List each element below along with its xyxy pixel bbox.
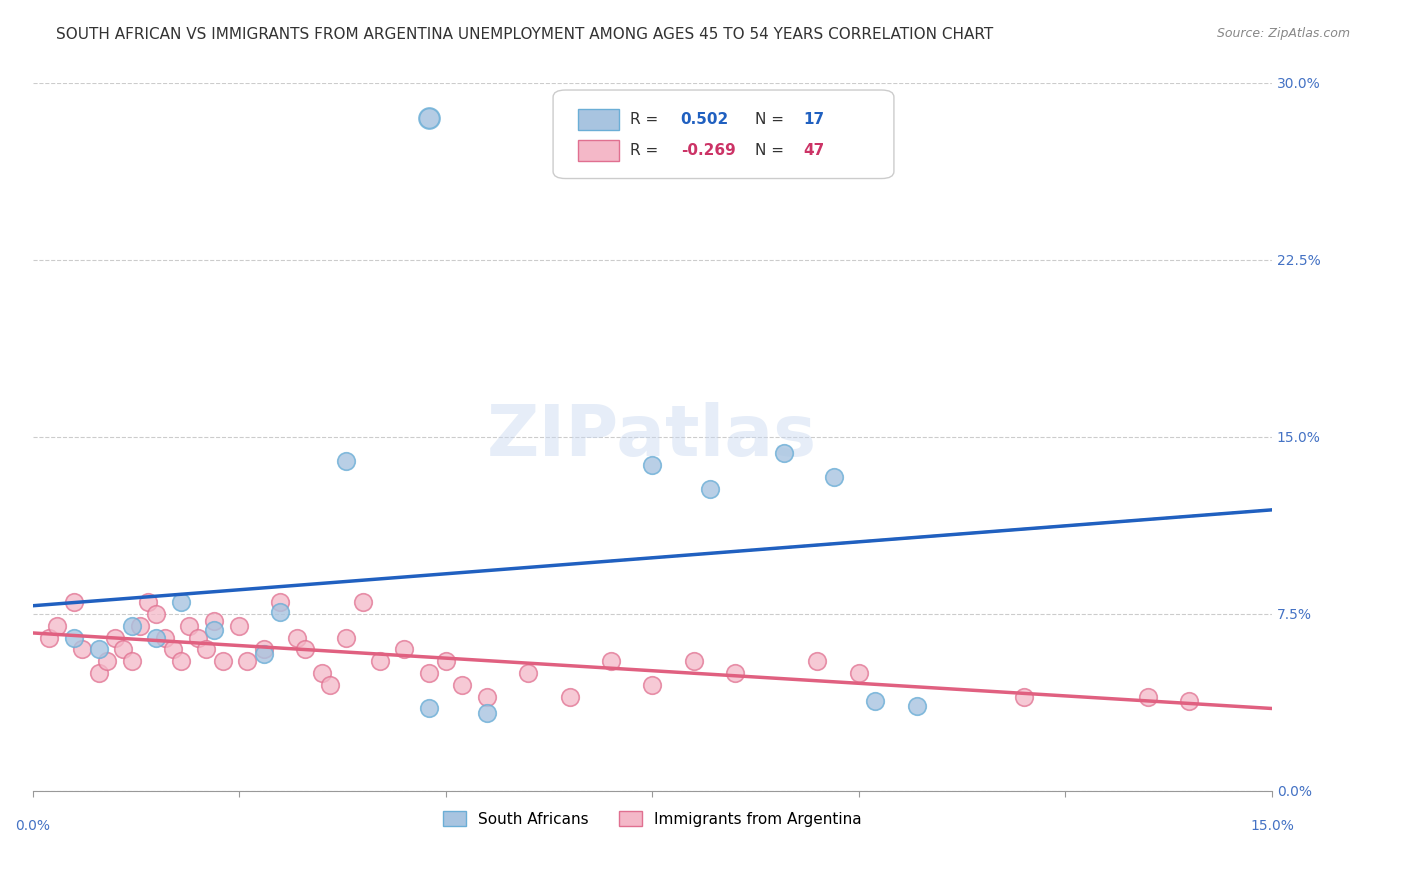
Point bbox=[418, 112, 440, 126]
Point bbox=[162, 642, 184, 657]
Point bbox=[87, 665, 110, 680]
Point bbox=[1178, 694, 1201, 708]
Legend: South Africans, Immigrants from Argentina: South Africans, Immigrants from Argentin… bbox=[437, 805, 868, 833]
Point bbox=[96, 654, 118, 668]
Point bbox=[418, 665, 440, 680]
Text: R =: R = bbox=[630, 143, 658, 158]
Point bbox=[724, 665, 747, 680]
Point bbox=[335, 453, 357, 467]
Text: R =: R = bbox=[630, 112, 658, 128]
Point bbox=[104, 631, 127, 645]
Point bbox=[319, 678, 342, 692]
Point bbox=[145, 631, 167, 645]
Point bbox=[170, 654, 193, 668]
Point bbox=[136, 595, 159, 609]
Text: N =: N = bbox=[755, 143, 785, 158]
Point bbox=[121, 654, 143, 668]
Point bbox=[311, 665, 333, 680]
Point bbox=[294, 642, 316, 657]
Point bbox=[46, 618, 69, 632]
Text: ZIPatlas: ZIPatlas bbox=[486, 402, 817, 472]
Point bbox=[153, 631, 176, 645]
FancyBboxPatch shape bbox=[553, 90, 894, 178]
Text: 47: 47 bbox=[803, 143, 825, 158]
Point bbox=[87, 642, 110, 657]
Point bbox=[558, 690, 581, 704]
Point bbox=[253, 642, 276, 657]
Bar bbox=[578, 109, 619, 130]
Point bbox=[1012, 690, 1035, 704]
Point bbox=[475, 690, 498, 704]
Point bbox=[129, 618, 152, 632]
Point bbox=[434, 654, 457, 668]
Point bbox=[70, 642, 93, 657]
Point bbox=[368, 654, 391, 668]
Text: N =: N = bbox=[755, 112, 785, 128]
Point bbox=[253, 647, 276, 661]
Point bbox=[179, 618, 201, 632]
Point bbox=[806, 654, 828, 668]
Point bbox=[121, 618, 143, 632]
Point bbox=[418, 701, 440, 715]
Point bbox=[641, 458, 664, 473]
Point bbox=[773, 446, 796, 460]
Point bbox=[823, 470, 845, 484]
Point bbox=[600, 654, 623, 668]
Point bbox=[394, 642, 416, 657]
Point bbox=[202, 624, 225, 638]
Text: SOUTH AFRICAN VS IMMIGRANTS FROM ARGENTINA UNEMPLOYMENT AMONG AGES 45 TO 54 YEAR: SOUTH AFRICAN VS IMMIGRANTS FROM ARGENTI… bbox=[56, 27, 994, 42]
Point bbox=[352, 595, 374, 609]
Text: 0.0%: 0.0% bbox=[15, 819, 51, 833]
Point bbox=[202, 614, 225, 628]
Point bbox=[1137, 690, 1160, 704]
Point bbox=[641, 678, 664, 692]
Point bbox=[269, 605, 291, 619]
Bar bbox=[578, 139, 619, 161]
Point bbox=[682, 654, 704, 668]
Point bbox=[451, 678, 474, 692]
Point bbox=[211, 654, 233, 668]
Text: 17: 17 bbox=[803, 112, 824, 128]
Point bbox=[187, 631, 209, 645]
Point bbox=[905, 698, 928, 713]
Text: -0.269: -0.269 bbox=[681, 143, 735, 158]
Point bbox=[269, 595, 291, 609]
Point bbox=[195, 642, 218, 657]
Point bbox=[285, 631, 308, 645]
Point bbox=[38, 631, 60, 645]
Text: 0.502: 0.502 bbox=[681, 112, 728, 128]
Point bbox=[865, 694, 887, 708]
Point bbox=[335, 631, 357, 645]
Point bbox=[517, 665, 540, 680]
Point bbox=[63, 595, 86, 609]
Point bbox=[236, 654, 259, 668]
Point bbox=[63, 631, 86, 645]
Point bbox=[848, 665, 870, 680]
Point bbox=[699, 482, 721, 496]
Point bbox=[112, 642, 135, 657]
Point bbox=[145, 607, 167, 621]
Point bbox=[170, 595, 193, 609]
Text: 15.0%: 15.0% bbox=[1250, 819, 1294, 833]
Text: Source: ZipAtlas.com: Source: ZipAtlas.com bbox=[1216, 27, 1350, 40]
Point bbox=[228, 618, 250, 632]
Point bbox=[475, 706, 498, 720]
